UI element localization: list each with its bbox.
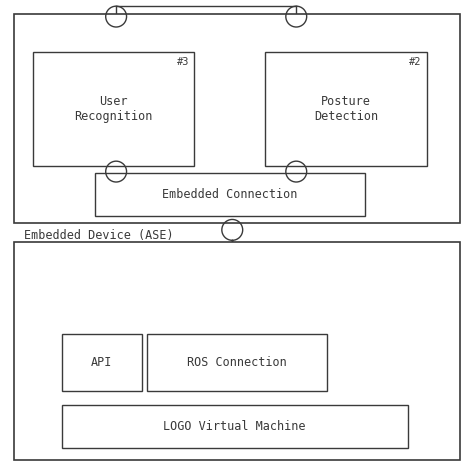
Bar	[33, 52, 194, 166]
Bar	[62, 405, 408, 448]
Text: API: API	[91, 356, 113, 369]
Text: #3: #3	[177, 57, 190, 67]
Text: LOGO Virtual Machine: LOGO Virtual Machine	[164, 420, 306, 433]
Bar	[14, 242, 460, 460]
Bar	[95, 173, 365, 216]
Bar	[14, 14, 460, 223]
Bar	[62, 334, 142, 391]
Bar	[147, 334, 327, 391]
Text: User
Recognition: User Recognition	[74, 95, 153, 123]
Text: Posture
Detection: Posture Detection	[314, 95, 378, 123]
Bar	[265, 52, 427, 166]
Text: ROS Connection: ROS Connection	[187, 356, 287, 369]
Text: #2: #2	[410, 57, 422, 67]
Text: Embedded Device (ASE): Embedded Device (ASE)	[24, 229, 173, 242]
Text: Embedded Connection: Embedded Connection	[162, 188, 298, 201]
